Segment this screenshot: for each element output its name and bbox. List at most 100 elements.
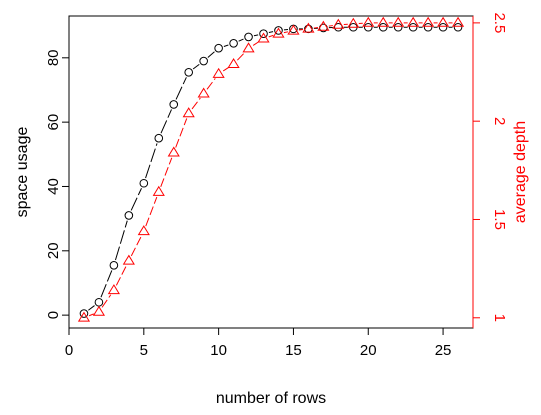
data-point [184,67,194,77]
series-segment [145,196,158,227]
left-y-axis: 0 20 40 60 80 [45,49,69,319]
y-right-tick-label: 2 [491,117,508,125]
data-point [92,305,106,316]
data-point [287,24,300,35]
data-point [423,22,433,32]
space-usage-series [79,22,463,318]
data-point [94,297,104,307]
x-axis-label: number of rows [216,390,326,407]
data-point [122,254,135,265]
series-segment [313,27,318,29]
data-point [304,24,313,34]
data-point [392,16,405,27]
data-point [137,225,150,236]
data-point [212,67,225,78]
series-segment [175,77,187,100]
series-segment [283,31,289,34]
data-point [77,311,91,322]
data-point [334,22,343,32]
series-segment [145,143,158,179]
left-y-axis-label: space usage [14,127,31,218]
x-tick-label: 5 [140,342,148,359]
data-point [393,22,403,32]
data-point [362,16,375,27]
data-point [79,309,89,318]
series-segment [160,109,172,134]
data-point [167,146,180,157]
series-segment [237,52,246,61]
series-segment [130,235,142,257]
y-left-tick-label: 20 [45,242,62,259]
series-segment [115,265,127,286]
series-segment [298,28,304,31]
data-point [302,22,315,33]
plot-frame [68,15,474,329]
data-point [408,22,418,32]
y-right-tick-label: 1.5 [491,209,508,230]
series-segment [175,118,188,148]
right-y-axis-label: average depth [512,121,529,223]
y-right-tick-label: 2.5 [491,12,508,33]
series-segment [100,270,113,298]
y-left-tick-label: 60 [45,114,62,131]
data-point [169,100,179,109]
y-left-tick-label: 0 [45,311,62,319]
x-tick-label: 20 [360,342,377,359]
data-point [109,260,119,270]
data-point [451,16,465,27]
data-point [347,17,360,28]
average-depth-series [77,16,465,322]
data-point [257,32,270,43]
x-tick-label: 15 [285,342,302,359]
data-point [199,56,208,66]
data-point [332,18,345,29]
series-segment [114,220,128,261]
data-point [139,178,149,188]
series-segment [130,188,142,211]
data-point [154,133,164,143]
series-segment [160,157,173,187]
data-point [438,22,448,32]
data-point [259,29,268,38]
series-segment [101,294,112,308]
series-segment [191,97,201,110]
x-tick-label: 0 [65,342,73,359]
data-point [197,87,210,98]
right-y-axis: 1 1.5 2 2.5 [473,12,508,322]
data-point [272,27,285,38]
data-point [242,42,255,53]
series-segment [88,305,95,311]
series-segment [268,31,274,34]
y-left-tick-label: 80 [45,49,62,66]
x-axis: 0 5 10 15 20 25 [65,328,452,359]
y-right-tick-label: 1 [491,314,508,322]
series-segment [238,38,244,42]
series-segment [192,63,200,70]
series-segment [206,78,216,90]
data-point [214,43,223,53]
data-point [227,58,240,69]
series-segment [328,25,333,27]
data-point [229,39,238,48]
data-point [407,16,420,27]
data-point [422,16,435,27]
data-point [317,20,330,31]
x-tick-label: 10 [210,342,227,359]
series-segment [88,313,94,317]
data-point [274,26,283,35]
data-point [124,211,134,220]
data-point [363,22,373,32]
data-point [152,185,165,196]
data-point [377,16,390,27]
data-point [244,32,253,42]
series-segment [223,44,229,47]
data-point [453,22,463,32]
y-left-tick-label: 40 [45,178,62,195]
data-point [107,284,120,295]
series-segment [207,51,215,58]
data-point [182,107,195,118]
x-tick-label: 25 [435,342,452,359]
data-point [378,22,388,32]
series-segment [253,34,259,37]
